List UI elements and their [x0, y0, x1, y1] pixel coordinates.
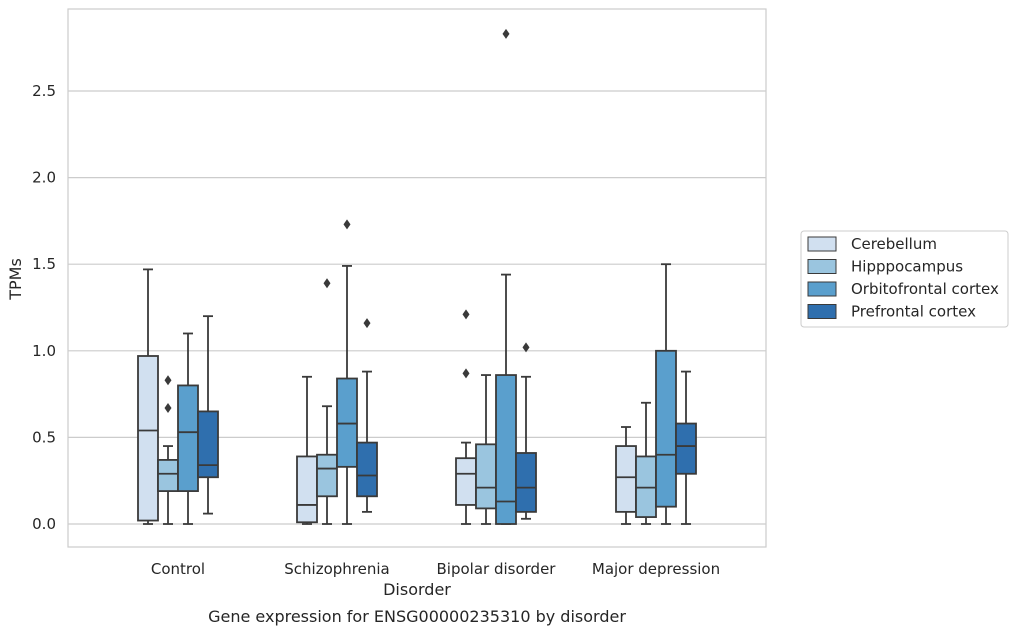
box-iqr	[675, 422, 697, 475]
outlier-point	[164, 402, 172, 413]
legend-label: Hipppocampus	[851, 258, 963, 276]
y-tick-label: 2.5	[32, 82, 56, 100]
box-group	[455, 309, 477, 525]
legend-label: Prefrontal cortex	[851, 303, 976, 321]
x-tick-label: Major depression	[592, 560, 720, 578]
box-iqr	[515, 452, 537, 513]
legend-swatch	[807, 304, 837, 319]
legend-frame	[800, 230, 1009, 328]
box-iqr	[615, 445, 637, 513]
legend: Cerebellum Hipppocampus Orbitofrontal cort…	[800, 230, 1009, 328]
box-iqr	[157, 459, 179, 492]
outlier-point	[462, 368, 470, 379]
legend-swatch	[807, 281, 837, 297]
box-iqr	[137, 355, 159, 522]
box-group	[177, 332, 199, 525]
box-iqr	[316, 453, 338, 498]
legend-swatch	[807, 259, 837, 274]
box-group	[675, 370, 697, 525]
box-group	[515, 342, 537, 520]
box-group	[157, 375, 179, 525]
box-iqr	[495, 374, 517, 525]
y-tick-label: 0.0	[32, 515, 56, 533]
y-tick-label: 0.5	[32, 428, 56, 446]
box-iqr	[296, 455, 318, 524]
y-tick-label: 1.0	[32, 342, 56, 360]
box-group	[495, 28, 517, 525]
x-tick-label: Control	[151, 560, 205, 578]
box-group	[137, 268, 159, 525]
y-tick-label: 2.0	[32, 169, 56, 187]
box-iqr	[197, 410, 219, 479]
box-iqr	[455, 457, 477, 506]
outlier-point	[522, 342, 530, 353]
box-group	[635, 401, 657, 525]
y-tick-label: 1.5	[32, 255, 56, 273]
box-group	[296, 375, 318, 525]
box-group	[655, 263, 677, 525]
outlier-point	[462, 309, 470, 320]
y-tick-labels: 0.0 0.5 1.0 1.5 2.0 2.5	[32, 82, 56, 533]
outlier-point	[323, 278, 331, 289]
box-group	[475, 374, 497, 525]
x-axis-label: Disorder	[383, 580, 451, 599]
outlier-point	[164, 375, 172, 386]
box-group	[615, 426, 637, 525]
box-group	[197, 315, 219, 515]
box-group	[336, 219, 358, 525]
legend-label: Orbitofrontal cortex	[851, 280, 999, 298]
x-tick-label: Bipolar disorder	[437, 560, 557, 578]
box-group	[356, 318, 378, 513]
box-iqr	[655, 349, 677, 508]
plot-frame	[67, 8, 767, 548]
box-iqr	[356, 441, 378, 498]
legend-swatch	[807, 236, 837, 252]
box-iqr	[177, 384, 199, 492]
x-tick-labels: Control Schizophrenia Bipolar disorder Majo…	[151, 560, 720, 578]
chart-caption: Gene expression for ENSG00000235310 by d…	[208, 607, 626, 626]
box-group	[316, 278, 338, 525]
legend-label: Cerebellum	[851, 235, 937, 253]
y-axis-label: TPMs	[6, 258, 25, 301]
outlier-point	[363, 318, 371, 329]
outlier-point	[502, 28, 510, 39]
box-layer	[137, 28, 697, 525]
outlier-point	[343, 219, 351, 230]
box-iqr	[475, 443, 497, 510]
x-tick-label: Schizophrenia	[284, 560, 389, 578]
